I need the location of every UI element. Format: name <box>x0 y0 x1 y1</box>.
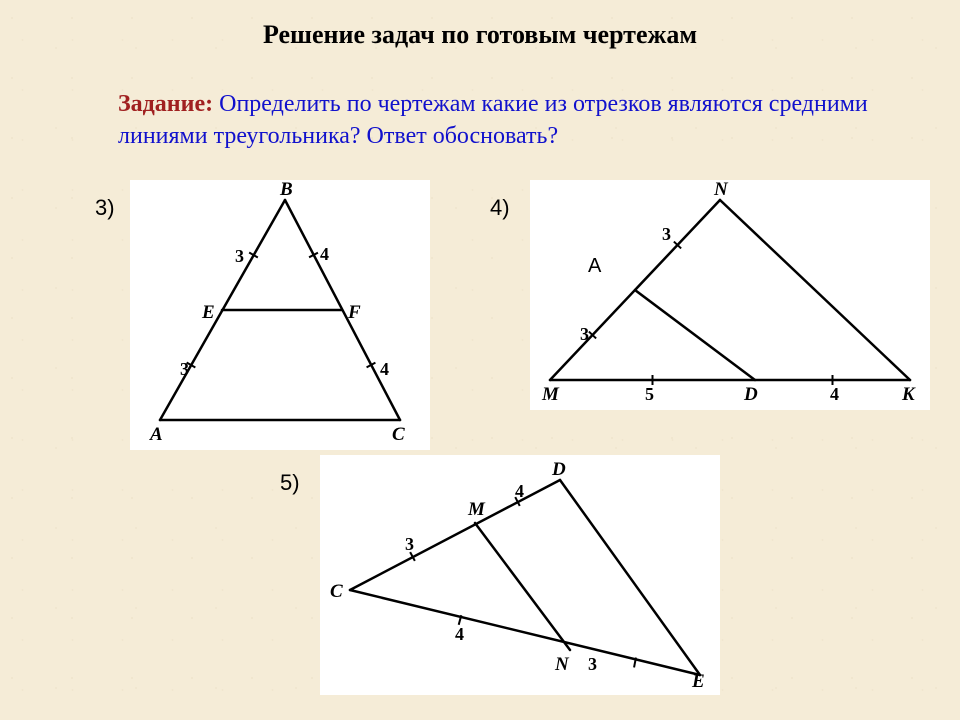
svg-text:3: 3 <box>580 324 589 344</box>
svg-text:A: A <box>149 424 163 445</box>
svg-text:N: N <box>713 180 729 200</box>
figure-4-panel: M N K D 3 3 5 4 <box>530 180 930 410</box>
svg-text:3: 3 <box>180 359 189 379</box>
svg-text:3: 3 <box>405 534 414 554</box>
svg-text:D: D <box>743 384 758 405</box>
task-text: Задание: Определить по чертежам какие из… <box>118 88 878 153</box>
page-title: Решение задач по готовым чертежам <box>0 20 960 50</box>
svg-text:4: 4 <box>515 481 524 501</box>
figure-3-svg: A B C E F 3 3 4 4 <box>130 180 430 450</box>
svg-text:3: 3 <box>235 246 244 266</box>
svg-text:F: F <box>347 302 361 323</box>
figure-3-panel: A B C E F 3 3 4 4 <box>130 180 430 450</box>
svg-text:E: E <box>691 671 705 692</box>
svg-text:4: 4 <box>455 624 464 644</box>
svg-text:4: 4 <box>380 359 389 379</box>
figure-4-svg: M N K D 3 3 5 4 <box>530 180 930 410</box>
svg-text:K: K <box>901 384 916 405</box>
svg-text:N: N <box>554 654 570 675</box>
svg-text:C: C <box>330 581 343 602</box>
figure-5-panel: C D E M N 4 3 4 3 <box>320 455 720 695</box>
svg-text:5: 5 <box>645 384 654 404</box>
svg-text:4: 4 <box>830 384 839 404</box>
figure-5-svg: C D E M N 4 3 4 3 <box>320 455 720 695</box>
figure-4-point-A-label: А <box>588 255 601 278</box>
svg-text:D: D <box>551 459 566 480</box>
task-body: Определить по чертежам какие из отрезков… <box>118 91 868 149</box>
page: Решение задач по готовым чертежам Задани… <box>0 0 960 720</box>
figure-4-label: 4) <box>490 195 510 221</box>
svg-text:M: M <box>467 499 486 520</box>
svg-text:C: C <box>392 424 405 445</box>
svg-text:E: E <box>201 302 215 323</box>
task-lead: Задание: <box>118 91 213 117</box>
figure-3-label: 3) <box>95 195 115 221</box>
svg-text:M: M <box>541 384 560 405</box>
svg-text:4: 4 <box>320 244 329 264</box>
svg-text:3: 3 <box>662 224 671 244</box>
svg-text:B: B <box>279 180 293 200</box>
svg-text:3: 3 <box>588 654 597 674</box>
figure-5-label: 5) <box>280 470 300 496</box>
